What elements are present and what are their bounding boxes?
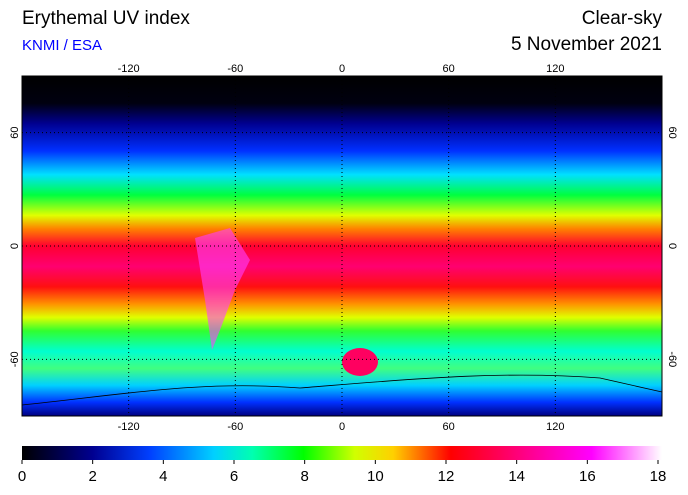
lon-tick-label-top: 0 (339, 63, 345, 75)
condition: Clear-sky (582, 8, 663, 29)
lat-tick-label-right: -60 (666, 351, 678, 367)
colorbar-tick-label: 4 (159, 468, 167, 485)
lon-tick-label-bottom: -60 (227, 421, 243, 433)
antarctic-coast (21, 374, 663, 406)
andes-high-uv (195, 228, 250, 350)
lat-tick-label-left: 0 (9, 243, 21, 249)
lon-tick-label-bottom: -120 (118, 421, 140, 433)
colorbar-tick-label: 2 (88, 468, 96, 485)
lon-tick-label-bottom: 0 (339, 421, 345, 433)
source: KNMI / ESA (22, 37, 102, 54)
colorbar (22, 446, 662, 460)
lon-tick-label-top: -120 (118, 63, 140, 75)
uv-hotspot (342, 348, 378, 376)
date: 5 November 2021 (511, 34, 662, 55)
colorbar-tick-label: 12 (438, 468, 455, 485)
lon-tick-label-bottom: 60 (443, 421, 455, 433)
lon-tick-label-top: 120 (546, 63, 564, 75)
title: Erythemal UV index (22, 8, 190, 29)
colorbar-tick-label: 8 (300, 468, 308, 485)
colorbar-tick-label: 14 (508, 468, 525, 485)
lat-tick-label-left: 60 (9, 127, 21, 139)
colorbar-tick-label: 16 (579, 468, 596, 485)
lat-tick-label-left: -60 (9, 351, 21, 367)
colorbar-tick-label: 6 (230, 468, 238, 485)
lon-tick-label-bottom: 120 (546, 421, 564, 433)
colorbar-tick-label: 0 (18, 468, 26, 485)
lon-tick-label-top: 60 (443, 63, 455, 75)
lon-tick-label-top: -60 (227, 63, 243, 75)
colorbar-tick-label: 10 (367, 468, 384, 485)
colorbar-tick-label: 18 (650, 468, 667, 485)
lat-tick-label-right: 0 (666, 243, 678, 249)
lat-tick-label-right: 60 (666, 127, 678, 139)
